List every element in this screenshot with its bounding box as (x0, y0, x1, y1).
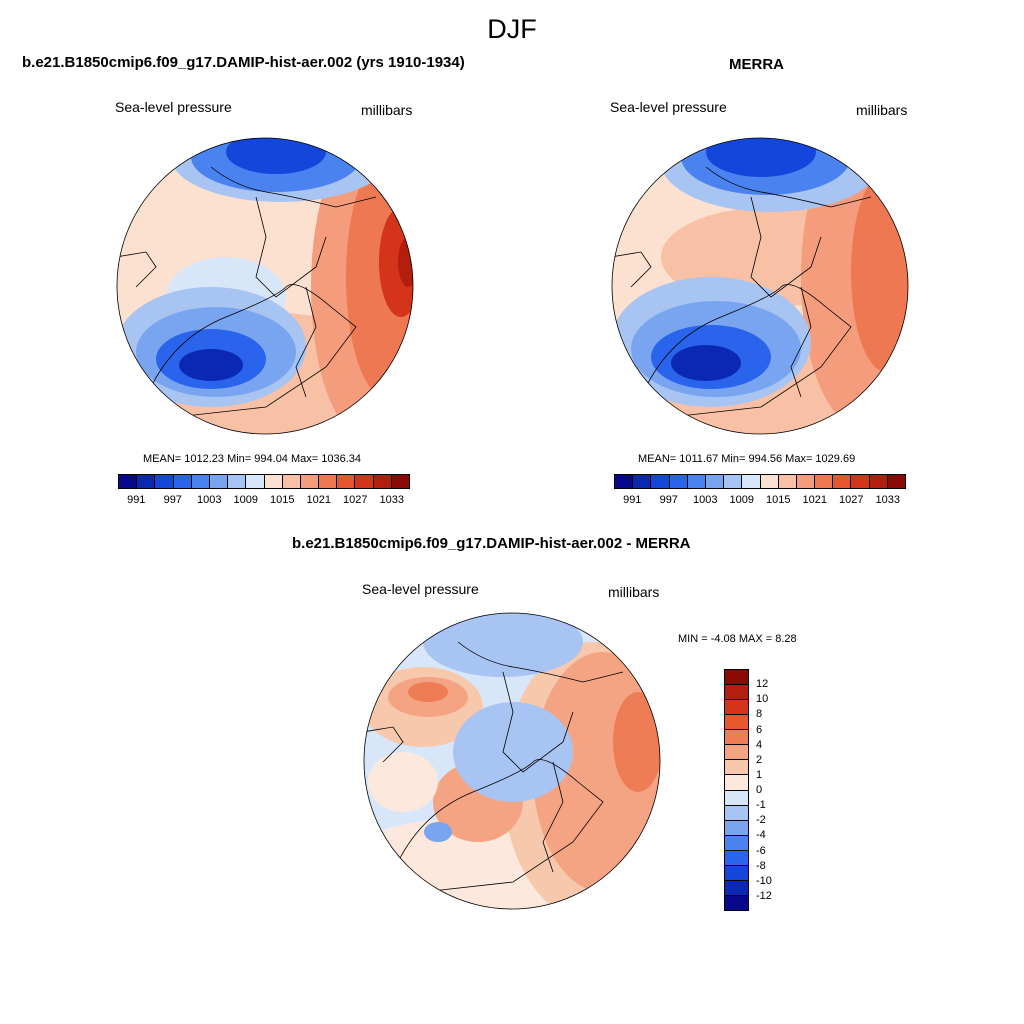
colorbar-tick-label: 1027 (343, 494, 368, 506)
colorbar-swatch (355, 475, 374, 488)
panel-obs-colorbar (614, 474, 906, 489)
colorbar-tick-label: 1033 (379, 494, 404, 506)
panel-diff-colorbar (724, 669, 749, 911)
colorbar-swatch (725, 820, 748, 836)
colorbar-tick-label: 991 (127, 494, 146, 506)
colorbar-swatch (137, 475, 156, 488)
colorbar-tick-label: 997 (163, 494, 182, 506)
colorbar-tick-label: 1015 (766, 494, 791, 506)
page-title: DJF (487, 14, 537, 44)
panel-model-stats: MEAN= 1012.23 Min= 994.04 Max= 1036.34 (143, 453, 362, 465)
panel-obs-stats: MEAN= 1011.67 Min= 994.56 Max= 1029.69 (638, 453, 856, 465)
colorbar-tick-label: 12 (756, 678, 769, 691)
colorbar-tick-label: 10 (756, 693, 769, 706)
colorbar-swatch (815, 475, 834, 488)
panel-model-colorbar (118, 474, 410, 489)
colorbar-swatch (155, 475, 174, 488)
colorbar-swatch (209, 475, 229, 488)
colorbar-tick-label: 0 (756, 784, 763, 796)
colorbar-swatch (725, 685, 748, 701)
colorbar-swatch (246, 475, 265, 488)
colorbar-tick-label: -2 (756, 814, 766, 827)
panel-obs-map (611, 137, 909, 435)
colorbar-tick-label: 1009 (233, 494, 258, 506)
colorbar-tick-label: -1 (756, 799, 766, 812)
colorbar-swatch (778, 475, 797, 488)
panel-diff-title: b.e21.B1850cmip6.f09_g17.DAMIP-hist-aer.… (292, 535, 691, 552)
colorbar-tick-label: -8 (756, 859, 766, 872)
colorbar-swatch (869, 475, 888, 488)
colorbar-swatch (742, 475, 761, 488)
colorbar-swatch (796, 475, 816, 488)
colorbar-swatch (725, 745, 748, 761)
colorbar-swatch (724, 475, 743, 488)
colorbar-tick-label: 1021 (306, 494, 331, 506)
colorbar-swatch (725, 880, 748, 896)
colorbar-swatch (760, 475, 779, 488)
colorbar-tick-label: 1033 (875, 494, 900, 506)
colorbar-swatch (725, 700, 748, 716)
colorbar-tick-label: 1027 (839, 494, 864, 506)
panel-model-title: b.e21.B1850cmip6.f09_g17.DAMIP-hist-aer.… (22, 54, 465, 71)
colorbar-swatch (173, 475, 192, 488)
colorbar-tick-label: 8 (756, 708, 763, 721)
colorbar-swatch (228, 475, 247, 488)
colorbar-swatch (373, 475, 392, 488)
colorbar-swatch (833, 475, 852, 488)
colorbar-tick-label: -4 (756, 829, 766, 842)
colorbar-tick-label: -10 (756, 874, 772, 887)
colorbar-tick-label: 1003 (197, 494, 222, 506)
panel-diff-stats: MIN = -4.08 MAX = 8.28 (678, 633, 797, 645)
panel-model-units-label: millibars (361, 102, 413, 118)
colorbar-swatch (887, 475, 905, 488)
panel-obs-title: MERRA (729, 56, 784, 73)
colorbar-swatch (264, 475, 283, 488)
colorbar-tick-label: 6 (756, 723, 763, 736)
colorbar-tick-label: 1003 (693, 494, 718, 506)
colorbar-swatch (725, 790, 748, 806)
colorbar-tick-label: 1015 (270, 494, 295, 506)
colorbar-tick-label: 1 (756, 768, 763, 781)
colorbar-swatch (615, 475, 634, 488)
panel-diff-variable-label: Sea-level pressure (362, 581, 479, 597)
colorbar-swatch (669, 475, 688, 488)
colorbar-tick-label: 991 (623, 494, 642, 506)
panel-diff-units-label: millibars (608, 584, 660, 600)
colorbar-swatch (725, 715, 748, 731)
colorbar-swatch (851, 475, 870, 488)
colorbar-swatch (319, 475, 338, 488)
colorbar-swatch (725, 775, 748, 791)
colorbar-swatch (725, 850, 748, 866)
colorbar-tick-label: 2 (756, 753, 763, 766)
colorbar-swatch (633, 475, 652, 488)
panel-model-map (116, 137, 414, 435)
colorbar-swatch (725, 805, 748, 821)
colorbar-swatch (300, 475, 320, 488)
colorbar-tick-label: -6 (756, 844, 766, 857)
panel-model-variable-label: Sea-level pressure (115, 99, 232, 115)
colorbar-tick-label: 997 (659, 494, 678, 506)
colorbar-tick-label: -12 (756, 889, 772, 902)
colorbar-swatch (191, 475, 210, 488)
colorbar-swatch (725, 865, 748, 881)
panel-diff-map (363, 612, 661, 910)
colorbar-tick-label: 1009 (729, 494, 754, 506)
colorbar-swatch (725, 835, 748, 851)
colorbar-swatch (705, 475, 725, 488)
colorbar-swatch (725, 760, 748, 776)
colorbar-swatch (337, 475, 356, 488)
colorbar-swatch (687, 475, 706, 488)
panel-obs-units-label: millibars (856, 102, 908, 118)
panel-obs-variable-label: Sea-level pressure (610, 99, 727, 115)
colorbar-tick-label: 1021 (802, 494, 827, 506)
colorbar-swatch (282, 475, 301, 488)
colorbar-swatch (119, 475, 138, 488)
colorbar-swatch (725, 670, 748, 686)
colorbar-swatch (391, 475, 409, 488)
colorbar-swatch (725, 895, 748, 910)
colorbar-swatch (725, 730, 748, 746)
colorbar-swatch (651, 475, 670, 488)
colorbar-tick-label: 4 (756, 738, 763, 751)
